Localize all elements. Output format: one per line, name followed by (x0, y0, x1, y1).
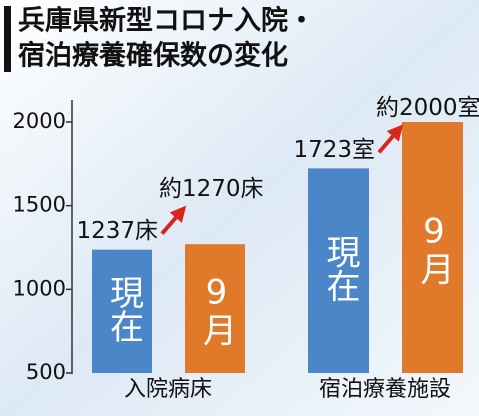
value-label: 1237床 (76, 218, 158, 244)
chart-title: 宿泊療養確保数の変化 (18, 40, 288, 72)
x-tick-label: 入院病床 (124, 377, 212, 402)
bar-series-label: 現在 (104, 275, 144, 343)
value-label: 約2000室 (376, 95, 479, 121)
bar (185, 244, 245, 373)
bar-series-label: 9月 (414, 212, 454, 286)
y-tick-label: 2000 (13, 109, 66, 133)
y-tick-label: 1000 (13, 276, 66, 300)
bar-series-label: 9月 (197, 273, 237, 347)
x-tick-label: 宿泊療養施設 (319, 377, 451, 402)
bar-series-label: 現在 (320, 235, 360, 303)
bar (92, 249, 152, 373)
bar (402, 122, 463, 373)
title-bar (4, 6, 11, 72)
y-tick-label: 1500 (13, 193, 66, 217)
value-label: 1723室 (293, 137, 375, 163)
y-tick-label: 500 (26, 360, 66, 384)
value-label: 約1270床 (159, 176, 264, 202)
chart-title: 兵庫県新型コロナ入院・ (18, 5, 315, 37)
arrow (377, 124, 404, 154)
bar (308, 168, 369, 373)
arrow (160, 205, 187, 235)
